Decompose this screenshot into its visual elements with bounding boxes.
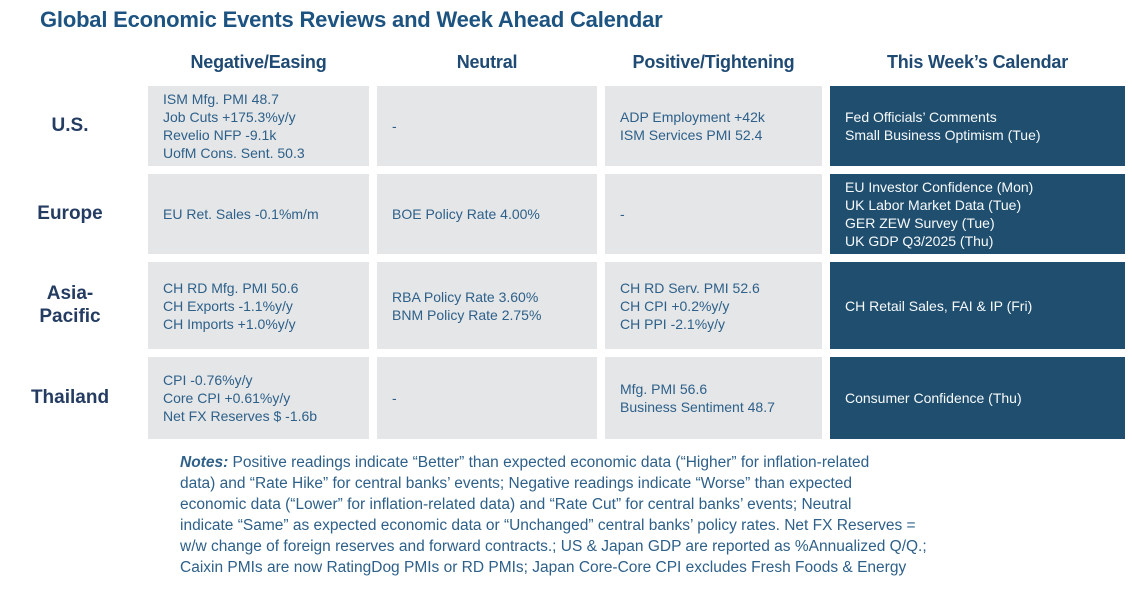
column-header-this-weeks-calendar: This Week’s Calendar	[886, 51, 1069, 72]
cell-thailand-neutral: -	[377, 357, 597, 439]
cell-europe-calendar: EU Investor Confidence (Mon) UK Labor Ma…	[830, 174, 1125, 254]
cell-us-positive: ADP Employment +42k ISM Services PMI 52.…	[605, 86, 822, 166]
column-header-positive-tightening: Positive/Tightening	[632, 51, 795, 72]
column-header-negative-easing: Negative/Easing	[190, 51, 327, 72]
row-label-thailand: Thailand	[30, 386, 110, 408]
notes-text: Positive readings indicate “Better” than…	[180, 454, 927, 576]
cell-europe-negative: EU Ret. Sales -0.1%m/m	[148, 174, 369, 254]
row-label-us: U.S.	[51, 114, 89, 136]
row-label-europe: Europe	[37, 202, 103, 224]
cell-asia-pacific-negative: CH RD Mfg. PMI 50.6 CH Exports -1.1%y/y …	[148, 262, 369, 349]
events-table: Negative/Easing Neutral Positive/Tighten…	[0, 46, 1132, 439]
notes: Notes: Positive readings indicate “Bette…	[180, 452, 1130, 578]
cell-us-neutral: -	[377, 86, 597, 166]
cell-europe-positive: -	[605, 174, 822, 254]
cell-thailand-calendar: Consumer Confidence (Thu)	[830, 357, 1125, 439]
row-label-asia-pacific: Asia- Pacific	[39, 282, 101, 327]
page-title: Global Economic Events Reviews and Week …	[40, 7, 663, 32]
corner-spacer	[0, 46, 140, 78]
cell-asia-pacific-neutral: RBA Policy Rate 3.60% BNM Policy Rate 2.…	[377, 262, 597, 349]
notes-label: Notes:	[180, 454, 229, 471]
cell-europe-neutral: BOE Policy Rate 4.00%	[377, 174, 597, 254]
cell-asia-pacific-positive: CH RD Serv. PMI 52.6 CH CPI +0.2%y/y CH …	[605, 262, 822, 349]
column-header-neutral: Neutral	[456, 51, 518, 72]
cell-asia-pacific-calendar: CH Retail Sales, FAI & IP (Fri)	[830, 262, 1125, 349]
cell-us-calendar: Fed Officials’ Comments Small Business O…	[830, 86, 1125, 166]
cell-thailand-positive: Mfg. PMI 56.6 Business Sentiment 48.7	[605, 357, 822, 439]
cell-thailand-negative: CPI -0.76%y/y Core CPI +0.61%y/y Net FX …	[148, 357, 369, 439]
cell-us-negative: ISM Mfg. PMI 48.7 Job Cuts +175.3%y/y Re…	[148, 86, 369, 166]
